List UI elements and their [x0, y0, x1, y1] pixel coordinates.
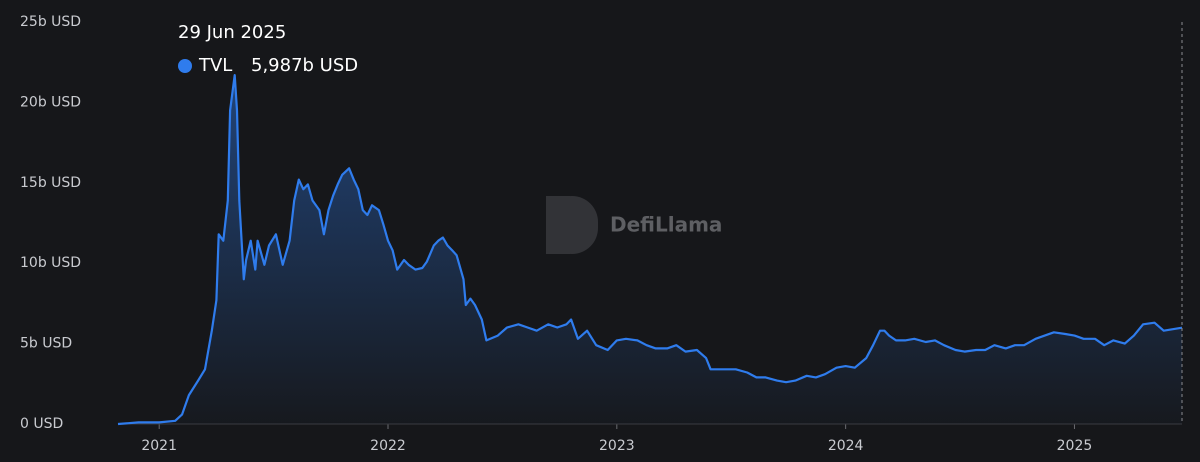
- plot: 0 USD 5b USD 10b USD 15b USD 20b USD 25b USD 2…: [20, 14, 1183, 454]
- watermark: DefiLlama: [546, 196, 722, 254]
- area-fill: [118, 75, 1182, 424]
- tooltip-dot: [178, 59, 192, 73]
- watermark-logo-part: [546, 196, 570, 254]
- x-tick-label: 2022: [370, 438, 406, 454]
- y-tick-label: 20b USD: [20, 94, 81, 110]
- tooltip-value: 5,987b USD: [251, 55, 358, 76]
- tooltip-date: 29 Jun 2025: [178, 22, 286, 43]
- watermark-text: DefiLlama: [610, 213, 722, 237]
- y-tick-label: 5b USD: [20, 336, 72, 352]
- x-tick-label: 2024: [828, 438, 864, 454]
- tooltip-series: TVL: [198, 55, 232, 76]
- x-tick-label: 2025: [1057, 438, 1093, 454]
- y-tick-label: 25b USD: [20, 14, 81, 30]
- y-tick-label: 10b USD: [20, 255, 81, 271]
- x-tick-label: 2021: [141, 438, 177, 454]
- y-tick-label: 0 USD: [20, 416, 63, 432]
- x-tick-label: 2023: [599, 438, 635, 454]
- series-line: [117, 74, 1183, 426]
- y-tick-label: 15b USD: [20, 175, 81, 191]
